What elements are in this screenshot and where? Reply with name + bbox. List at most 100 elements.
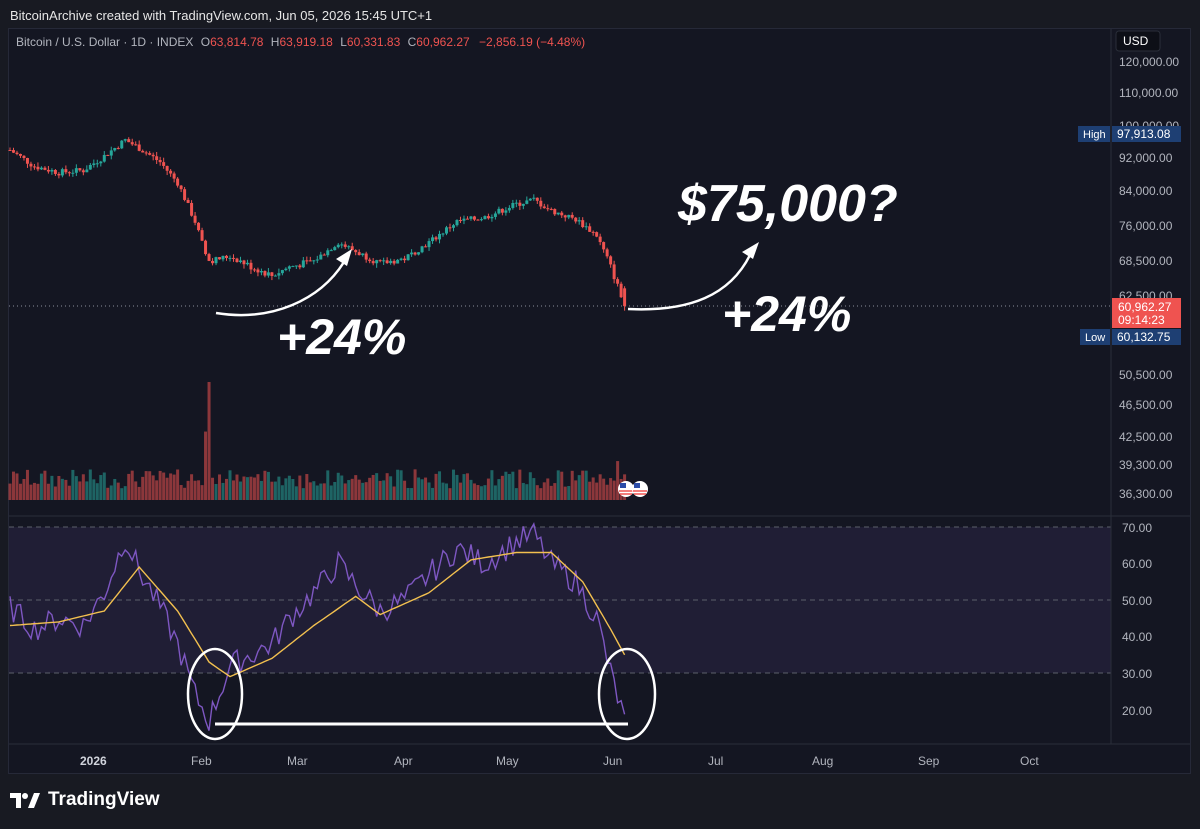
price-tick[interactable]: 36,300.00 [1119,487,1173,501]
volume-bar [287,475,291,500]
price-tick[interactable]: 120,000.00 [1119,55,1179,69]
time-label[interactable]: Feb [191,754,212,768]
volume-bar [277,476,281,500]
price-tick[interactable]: 42,500.00 [1119,430,1173,444]
time-label-year[interactable]: 2026 [80,754,107,768]
candle-body [155,156,159,161]
volume-bar [598,474,602,500]
volume-bar [469,479,473,500]
candle-body [427,241,431,248]
candle-body [378,260,382,262]
price-tick[interactable]: 39,300.00 [1119,458,1173,472]
rsi-tick[interactable]: 70.00 [1122,521,1152,535]
price-tick[interactable]: 76,000.00 [1119,219,1173,233]
volume-bar [165,477,169,500]
candle-body [78,168,82,171]
candle-body [11,150,15,153]
legend-l-label: L [340,35,347,49]
target-price-label: $75,000? [677,175,898,233]
candle-body [116,148,120,150]
volume-bar [584,470,588,500]
high-label-bg [1078,126,1110,142]
time-label[interactable]: May [496,754,519,768]
candle-body [60,169,64,176]
price-tick[interactable]: 92,000.00 [1119,151,1173,165]
rsi-tick[interactable]: 40.00 [1122,630,1152,644]
volume-bar [413,469,417,500]
candle-body [469,216,473,219]
volume-bar [113,478,117,500]
volume-bar [371,474,375,500]
price-tick[interactable]: 50,500.00 [1119,368,1173,382]
candle-body [434,237,438,240]
candle-body [574,217,578,222]
candle-body [113,148,117,151]
candle-body [347,246,351,248]
price-tick[interactable]: 68,500.00 [1119,254,1173,268]
candle-body [256,269,260,273]
candle-body [211,260,215,264]
candle-body [389,260,393,264]
candle-body [162,162,166,166]
volume-bar [238,481,242,500]
time-label[interactable]: Sep [918,754,940,768]
candle-body [301,260,305,268]
event-flags[interactable] [618,481,648,497]
time-label[interactable]: Mar [287,754,308,768]
currency-badge[interactable]: USD [1123,34,1149,48]
time-label[interactable]: Aug [812,754,833,768]
time-label[interactable]: Jun [603,754,622,768]
volume-bar [204,431,208,500]
volume-bar [591,477,595,500]
candle-body [287,266,291,269]
volume-bar [396,469,400,500]
candle-body [546,208,550,210]
volume-bar [403,480,407,500]
chart-frame[interactable] [8,28,1191,774]
tradingview-logo-icon [10,793,40,808]
candle-body [315,259,319,261]
currency-badge-bg[interactable] [1115,30,1161,52]
high-label: High [1083,129,1106,141]
rsi-tick[interactable]: 20.00 [1122,704,1152,718]
volume-bar [18,483,22,500]
candle-body [458,220,462,222]
time-label[interactable]: Apr [394,754,413,768]
candle-body [619,283,623,298]
volume-bar [451,469,455,500]
candle-body [46,169,50,172]
volume-bar [542,482,546,500]
volume-bar [605,484,609,500]
volume-bar [148,471,152,500]
candle-body [242,260,246,265]
volume-bar [11,471,15,500]
candle-body [417,252,421,255]
high-value: 97,913.08 [1117,127,1171,141]
volume-bar [74,476,78,500]
time-label[interactable]: Oct [1020,754,1039,768]
tradingview-logo[interactable]: TradingView [10,789,160,811]
candle-body [336,244,340,248]
volume-bar [134,481,138,500]
volume-bar [532,478,536,500]
price-tick[interactable]: 110,000.00 [1119,86,1178,100]
volume-bar [326,470,330,500]
candle-body [322,254,326,256]
volume-bar [521,482,525,500]
rsi-tick[interactable]: 50.00 [1122,594,1152,608]
candle-body [375,260,379,264]
candle-body [231,257,235,259]
time-label[interactable]: Jul [708,754,723,768]
rsi-tick[interactable]: 60.00 [1122,557,1152,571]
price-tick[interactable]: 84,000.00 [1119,184,1173,198]
volume-bar [483,485,487,500]
volume-bar [336,472,340,500]
rsi-tick[interactable]: 30.00 [1122,667,1152,681]
volume-bar [190,474,194,500]
candle-body [134,144,138,146]
volume-bar [25,469,29,500]
volume-bar [8,483,12,500]
price-tick[interactable]: 46,500.00 [1119,398,1173,412]
candle-body [532,197,536,199]
